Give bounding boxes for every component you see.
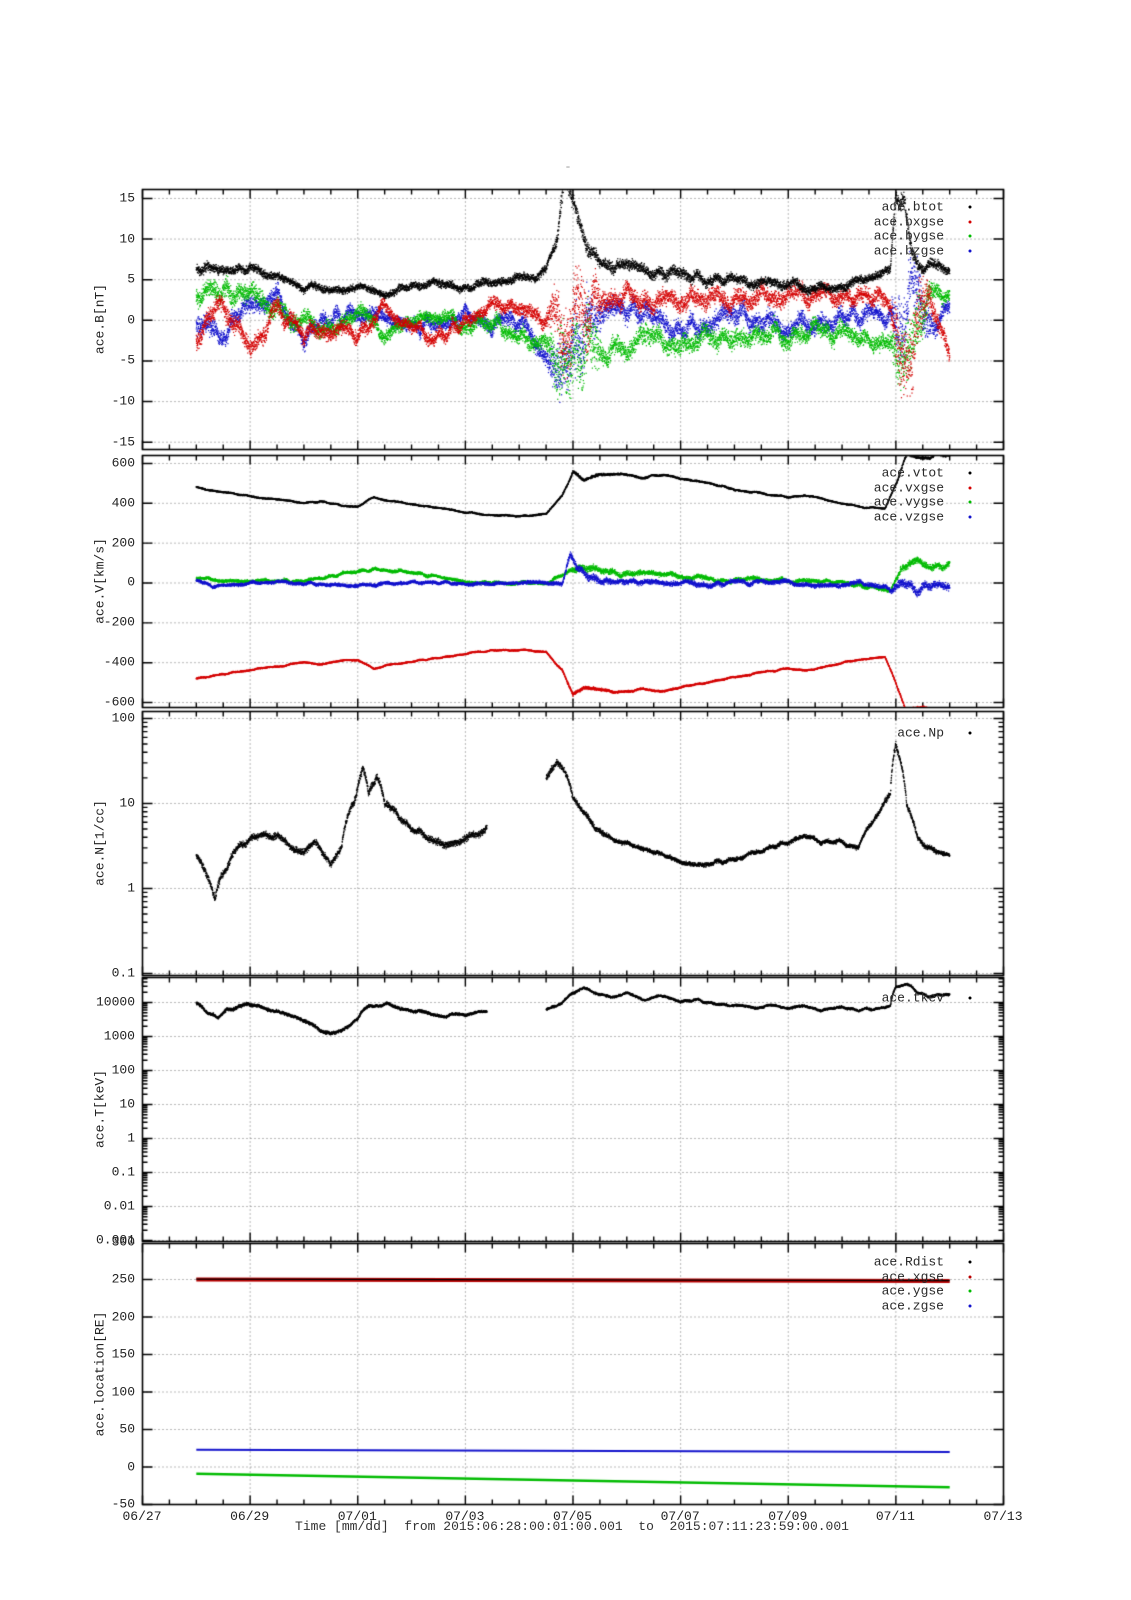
legend-label: ace.bzgse bbox=[873, 243, 944, 258]
y-axis-title: ace.T[keV] bbox=[92, 1069, 108, 1149]
y-tick-label: 0.01 bbox=[103, 1198, 135, 1214]
y-tick-label: 100 bbox=[111, 710, 135, 726]
y-tick-label: 300 bbox=[111, 1234, 135, 1249]
y-tick-label: 600 bbox=[111, 455, 135, 471]
y-tick-label: 0.1 bbox=[111, 1164, 135, 1180]
x-tick-label: 07/03 bbox=[445, 1509, 485, 1524]
y-tick-label: 0 bbox=[127, 574, 135, 590]
x-tick-label: 06/27 bbox=[122, 1509, 162, 1524]
y-axis-title: ace.B[nT] bbox=[92, 283, 108, 355]
legend-marker-dot bbox=[968, 1304, 972, 1307]
legend-marker-dot bbox=[968, 1260, 972, 1264]
y-tick-label: 0 bbox=[127, 312, 135, 328]
legend-marker-dot bbox=[968, 471, 972, 475]
y-tick-label: 400 bbox=[111, 495, 135, 511]
y-tick-label: 10000 bbox=[95, 994, 135, 1010]
y-tick-label: 15 bbox=[119, 190, 135, 206]
legend-marker-dot bbox=[968, 996, 972, 1000]
y-tick-label: 10 bbox=[119, 1096, 135, 1112]
y-tick-label: 100 bbox=[111, 1062, 135, 1078]
legend-label: ace.vxgse bbox=[873, 480, 944, 495]
x-tick-label: 07/13 bbox=[983, 1509, 1023, 1524]
y-tick-label: 250 bbox=[111, 1271, 135, 1287]
x-tick-label: 07/11 bbox=[875, 1509, 915, 1524]
y-tick-label: -50 bbox=[111, 1496, 135, 1512]
y-tick-label: 50 bbox=[119, 1421, 135, 1437]
y-tick-label: -15 bbox=[111, 434, 135, 450]
x-tick-label: 07/07 bbox=[660, 1509, 700, 1524]
legend-label: ace.zgse bbox=[881, 1298, 944, 1313]
legend-label: ace.bxgse bbox=[873, 214, 944, 229]
legend-marker-dot bbox=[968, 249, 972, 252]
legend-marker-dot bbox=[968, 731, 972, 735]
figure-title: - bbox=[564, 160, 572, 174]
legend-label: ace.btot bbox=[881, 199, 944, 215]
legend-marker-dot bbox=[968, 234, 972, 238]
legend-label: ace.vzgse bbox=[873, 509, 944, 524]
y-tick-label: 5 bbox=[127, 271, 135, 287]
x-tick-label: 07/09 bbox=[768, 1509, 808, 1524]
x-tick-label: 07/05 bbox=[552, 1509, 593, 1524]
x-axis-title: Time [mm/dd] from 2015:06:28:00:01:00.00… bbox=[295, 1519, 849, 1534]
y-tick-label: -10 bbox=[111, 393, 135, 409]
y-tick-label: -400 bbox=[103, 654, 135, 670]
y-tick-label: 1000 bbox=[103, 1028, 135, 1044]
legend-label: ace.xgse bbox=[881, 1269, 944, 1284]
y-tick-label: 200 bbox=[111, 1309, 135, 1324]
legend-label: ace.tkev bbox=[881, 990, 944, 1006]
y-tick-label: 10 bbox=[119, 231, 135, 247]
legend-marker-dot bbox=[968, 205, 972, 209]
y-tick-label: 0.001 bbox=[95, 1232, 135, 1248]
legend-marker-dot bbox=[968, 1289, 972, 1293]
legend-label: ace.vygse bbox=[873, 494, 944, 510]
y-tick-label: -200 bbox=[103, 614, 135, 630]
legend-marker-dot bbox=[968, 500, 972, 504]
y-tick-label: 0.1 bbox=[111, 965, 135, 981]
y-axis-title: ace.V[km/s] bbox=[92, 538, 108, 624]
y-axis-title: ace.N[1/cc] bbox=[92, 800, 108, 886]
legend-marker-dot bbox=[968, 515, 972, 518]
y-tick-label: 1 bbox=[127, 880, 135, 896]
legend-label: ace.Np bbox=[897, 725, 944, 741]
y-tick-label: -600 bbox=[103, 694, 135, 710]
y-tick-label: -5 bbox=[119, 352, 135, 368]
y-tick-label: 200 bbox=[111, 535, 135, 551]
y-tick-label: 10 bbox=[119, 795, 135, 811]
y-tick-label: 150 bbox=[111, 1346, 135, 1362]
x-tick-label: 07/01 bbox=[337, 1509, 377, 1524]
x-tick-label: 06/29 bbox=[230, 1509, 270, 1524]
y-axis-title: ace.location[RE] bbox=[92, 1311, 108, 1436]
y-tick-label: 0 bbox=[127, 1459, 135, 1474]
legend-label: ace.bygse bbox=[873, 228, 944, 244]
y-tick-label: 1 bbox=[127, 1130, 135, 1146]
legend-label: ace.Rdist bbox=[873, 1254, 944, 1270]
legend-label: ace.ygse bbox=[881, 1283, 944, 1299]
legend-marker-dot bbox=[968, 1275, 972, 1278]
y-tick-label: 100 bbox=[111, 1384, 135, 1399]
legend-marker-dot bbox=[968, 220, 972, 223]
legend-label: ace.vtot bbox=[881, 465, 944, 481]
legend-marker-dot bbox=[968, 486, 972, 489]
